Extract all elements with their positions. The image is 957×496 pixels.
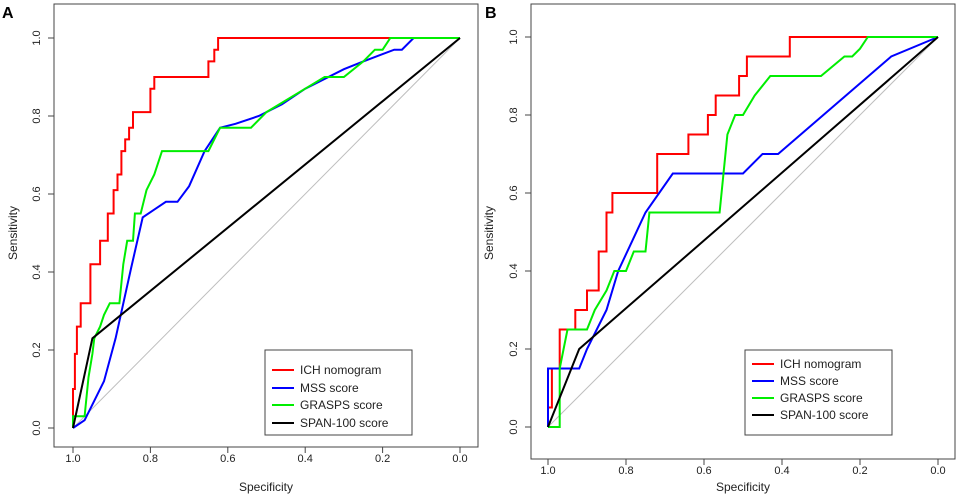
panel-a-y-tick-label: 0.0 xyxy=(31,420,43,435)
panel-b-legend-span: SPAN-100 score xyxy=(780,408,869,422)
panel-b-roc-line-grasps-score xyxy=(548,36,938,428)
panel-b-reference-diagonal xyxy=(547,36,939,428)
panel-a-roc-curves xyxy=(72,37,461,429)
panel-a-plot-frame xyxy=(53,3,479,448)
panel-b-y-tick-label: 0.8 xyxy=(508,107,520,122)
panel-b-y-tick-label: 1.0 xyxy=(508,29,520,44)
panel-a-legend-span: SPAN-100 score xyxy=(300,416,389,430)
panel-b-x-tick-label: 0.6 xyxy=(696,465,711,477)
panel-a-x-tick-label: 1.0 xyxy=(65,453,80,465)
panel-b-plot-frame xyxy=(530,3,956,460)
panel-a-x-axis-label: Specificity xyxy=(239,480,293,494)
panel-b-axes: 1.0 0.8 0.6 0.4 0.2 0.0 0.0 0.2 0.4 0.6 0.8 1.0 xyxy=(508,29,946,477)
panel-b-legend-mss: MSS score xyxy=(780,374,839,388)
panel-b-y-tick-label: 0.0 xyxy=(508,419,520,434)
panel-b: B 1.0 0.8 0.6 0.4 0.2 0.0 0.0 0.2 0.4 0.6 0.8 1.0 S… xyxy=(482,3,956,494)
panel-a-y-tick-label: 0.6 xyxy=(31,186,43,201)
panel-a-legend-mss: MSS score xyxy=(300,381,359,395)
panel-b-y-tick-label: 0.6 xyxy=(508,185,520,200)
panel-a-x-tick-label: 0.4 xyxy=(298,453,313,465)
panel-a-legend-grasps: GRASPS score xyxy=(300,398,383,412)
panel-b-legend-grasps: GRASPS score xyxy=(780,391,863,405)
panel-b-x-axis-label: Specificity xyxy=(716,480,770,494)
panel-a-legend-ich: ICH nomogram xyxy=(300,363,381,377)
panel-a-roc-line-span-100-score xyxy=(72,37,461,429)
panel-b-legend: ICH nomogram MSS score GRASPS score SPAN… xyxy=(744,349,893,436)
panel-a-x-tick-label: 0.0 xyxy=(452,453,467,465)
panel-a-reference-diagonal xyxy=(72,37,461,429)
panel-b-x-tick-label: 0.0 xyxy=(930,465,945,477)
panel-a-y-tick-label: 0.2 xyxy=(31,342,43,357)
panel-a-legend: ICH nomogram MSS score GRASPS score SPAN… xyxy=(264,349,413,436)
panel-b-y-tick-label: 0.4 xyxy=(508,263,520,278)
panel-b-legend-ich: ICH nomogram xyxy=(780,357,861,371)
panel-a-x-tick-label: 0.8 xyxy=(143,453,158,465)
panel-b-x-tick-label: 0.4 xyxy=(774,465,789,477)
panel-b-roc-curves xyxy=(547,36,939,428)
panel-a-x-tick-label: 0.6 xyxy=(220,453,235,465)
panel-a-y-tick-label: 1.0 xyxy=(31,30,43,45)
panel-b-x-tick-label: 1.0 xyxy=(540,465,555,477)
panel-a-label: A xyxy=(2,5,14,22)
panel-a-legend-box xyxy=(264,349,413,436)
panel-b-label: B xyxy=(485,5,497,22)
panel-b-y-tick-label: 0.2 xyxy=(508,341,520,356)
panel-a-axes: 1.0 0.8 0.6 0.4 0.2 0.0 0.0 0.2 0.4 0.6 0.8 1.0 xyxy=(31,30,468,465)
panel-b-roc-line-mss-score xyxy=(547,36,939,427)
panel-b-y-axis-label: Sensitivity xyxy=(482,206,496,260)
panel-a-y-tick-label: 0.4 xyxy=(31,264,43,279)
panel-b-roc-line-span-100-score xyxy=(547,36,939,428)
panel-a-x-tick-label: 0.2 xyxy=(375,453,390,465)
panel-a: A 1.0 0.8 0.6 0.4 0.2 0.0 0.0 0.2 0.4 0.6 0.8 1.0 S… xyxy=(2,3,479,494)
panel-b-x-tick-label: 0.8 xyxy=(618,465,633,477)
panel-a-roc-line-ich-nomogram xyxy=(72,37,460,428)
panel-b-x-tick-label: 0.2 xyxy=(852,465,867,477)
panel-a-y-tick-label: 0.8 xyxy=(31,108,43,123)
panel-a-y-axis-label: Sensitivity xyxy=(6,206,20,260)
